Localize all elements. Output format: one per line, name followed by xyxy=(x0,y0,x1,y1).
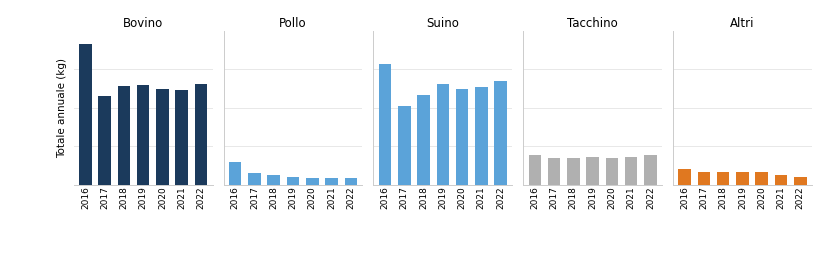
Bar xyxy=(397,106,410,185)
Bar xyxy=(325,178,337,185)
Bar xyxy=(79,44,92,185)
Bar xyxy=(547,158,559,185)
Bar xyxy=(754,172,767,185)
Bar xyxy=(175,90,188,185)
Bar xyxy=(774,175,786,185)
Bar xyxy=(644,155,656,185)
Title: Bovino: Bovino xyxy=(123,17,163,30)
Title: Suino: Suino xyxy=(426,17,459,30)
Bar xyxy=(305,178,318,185)
Bar xyxy=(624,157,636,185)
Bar xyxy=(605,158,618,185)
Title: Tacchino: Tacchino xyxy=(567,17,618,30)
Bar xyxy=(697,172,709,185)
Bar xyxy=(586,157,598,185)
Bar xyxy=(267,175,279,185)
Bar xyxy=(677,169,690,185)
Bar xyxy=(137,85,149,185)
Bar xyxy=(344,178,356,185)
Title: Pollo: Pollo xyxy=(278,17,306,30)
Bar xyxy=(436,84,449,185)
Bar xyxy=(735,172,748,185)
Bar xyxy=(716,172,729,185)
Bar xyxy=(528,155,541,185)
Title: Altri: Altri xyxy=(729,17,753,30)
Bar xyxy=(417,95,429,185)
Bar xyxy=(378,64,391,185)
Bar xyxy=(98,96,111,185)
Bar xyxy=(194,84,207,185)
Bar xyxy=(494,81,506,185)
Bar xyxy=(287,177,299,185)
Y-axis label: Totale annuale (kg): Totale annuale (kg) xyxy=(57,58,67,158)
Bar xyxy=(229,162,241,185)
Bar xyxy=(474,87,487,185)
Bar xyxy=(248,173,260,185)
Bar xyxy=(567,158,579,185)
Bar xyxy=(793,177,806,185)
Bar xyxy=(156,89,169,185)
Bar xyxy=(117,86,130,185)
Bar xyxy=(455,89,468,185)
